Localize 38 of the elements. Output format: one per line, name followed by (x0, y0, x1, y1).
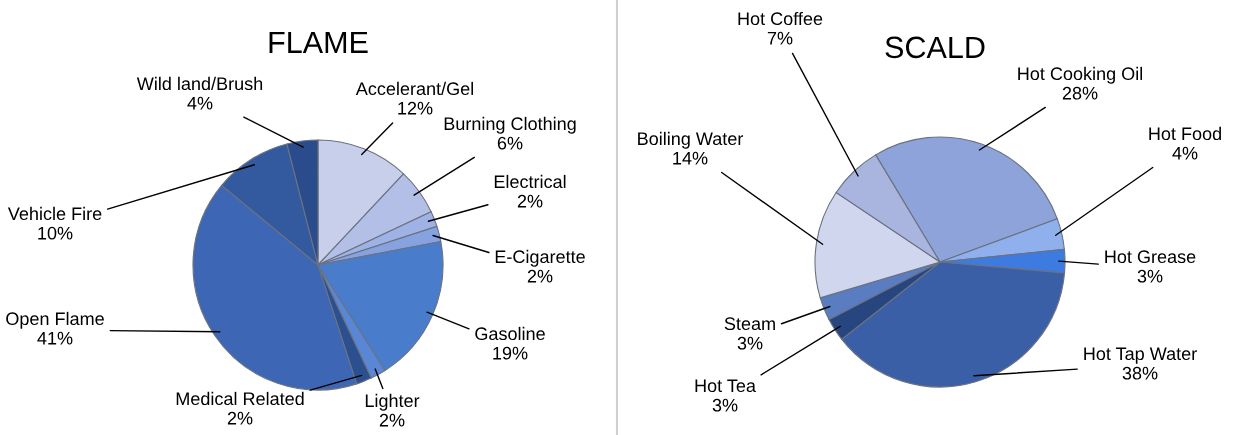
slice-label: Open Flame (6, 311, 104, 329)
slice-label: Boiling Water (638, 131, 744, 149)
data-label: 38% (1122, 366, 1158, 380)
chart-title: FLAME (269, 31, 368, 53)
data-label: 19% (493, 346, 528, 360)
data-label: 6% (497, 136, 523, 150)
data-label: 41% (37, 331, 73, 345)
slice-label: Medical Related (176, 391, 304, 406)
data-label: 4% (187, 96, 213, 110)
slice-label: Hot Food (1149, 126, 1221, 141)
slice-label: Electrical (494, 174, 566, 189)
slice-label: Accelerant/Gel (355, 81, 474, 96)
data-label: 4% (1172, 146, 1198, 160)
slice-label: Hot Coffee (738, 11, 823, 26)
slice-label: Vehicle Fire (7, 206, 102, 221)
slice-label: Steam (724, 317, 775, 331)
data-label: 2% (527, 269, 553, 283)
data-label: 2% (517, 194, 543, 208)
slice-label: Hot Tap Water (1084, 347, 1197, 364)
data-label: 3% (737, 336, 763, 350)
slice-label: Gasoline (475, 326, 545, 341)
slice-label: Wild land/Brush (136, 76, 263, 91)
data-label: 7% (767, 31, 793, 45)
data-label: 2% (379, 413, 405, 427)
data-label: 14% (673, 151, 708, 165)
slice-label: Hot Grease (1105, 250, 1196, 264)
slice-label: Lighter (365, 393, 420, 411)
slice-label: Burning Clothing (444, 116, 576, 134)
text: SCALD (885, 36, 985, 59)
data-label: 2% (227, 411, 253, 425)
slice-label: Hot Tea (695, 379, 756, 393)
data-label: 3% (712, 398, 738, 412)
data-label: 12% (398, 101, 433, 115)
data-label: 10% (38, 226, 73, 240)
data-label: 28% (1062, 86, 1098, 100)
slice-label: Hot Cooking Oil (1018, 66, 1143, 84)
data-label: 3% (1137, 269, 1163, 283)
slice-label: E-Cigarette (495, 249, 585, 267)
